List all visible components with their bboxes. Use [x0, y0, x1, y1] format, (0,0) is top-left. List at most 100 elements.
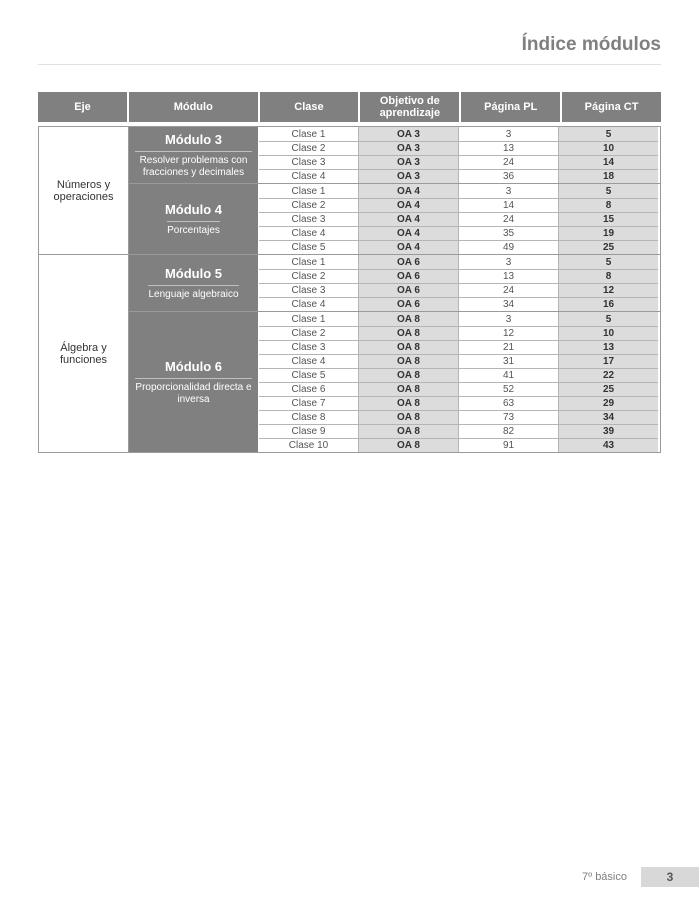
cell-pl: 14 [459, 198, 559, 212]
table-row: Clase 8OA 87334 [259, 410, 660, 424]
cell-oa: OA 4 [359, 240, 459, 254]
table-row: Clase 5OA 44925 [259, 240, 660, 254]
module-subtitle: Resolver problemas con fracciones y deci… [135, 151, 252, 179]
cell-clase: Clase 3 [259, 283, 359, 297]
cell-ct: 8 [559, 198, 658, 212]
module-subtitle: Porcentajes [167, 221, 220, 237]
table-row: Clase 3OA 42415 [259, 212, 660, 226]
class-rows: Clase 1OA 435Clase 2OA 4148Clase 3OA 424… [259, 184, 660, 254]
cell-clase: Clase 2 [259, 141, 359, 155]
cell-oa: OA 4 [359, 184, 459, 198]
cell-oa: OA 8 [359, 438, 459, 452]
table-row: Clase 4OA 63416 [259, 297, 660, 311]
cell-oa: OA 8 [359, 354, 459, 368]
table-row: Clase 10OA 89143 [259, 438, 660, 452]
cell-pl: 31 [459, 354, 559, 368]
cell-ct: 8 [559, 269, 658, 283]
cell-ct: 5 [559, 312, 658, 326]
cell-clase: Clase 2 [259, 326, 359, 340]
cell-oa: OA 8 [359, 340, 459, 354]
module-cell: Módulo 3Resolver problemas con fraccione… [129, 127, 259, 183]
page-footer: 7º básico 3 [582, 867, 699, 887]
cell-pl: 63 [459, 396, 559, 410]
class-rows: Clase 1OA 835Clase 2OA 81210Clase 3OA 82… [259, 312, 660, 452]
cell-ct: 13 [559, 340, 658, 354]
cell-oa: OA 3 [359, 127, 459, 141]
cell-pl: 82 [459, 424, 559, 438]
cell-ct: 22 [559, 368, 658, 382]
cell-pl: 13 [459, 269, 559, 283]
cell-clase: Clase 3 [259, 212, 359, 226]
table-row: Clase 1OA 335 [259, 127, 660, 141]
table-row: Clase 1OA 635 [259, 255, 660, 269]
cell-clase: Clase 1 [259, 184, 359, 198]
cell-oa: OA 8 [359, 326, 459, 340]
cell-oa: OA 3 [359, 141, 459, 155]
table-row: Clase 3OA 32414 [259, 155, 660, 169]
cell-clase: Clase 3 [259, 155, 359, 169]
cell-oa: OA 3 [359, 155, 459, 169]
cell-oa: OA 6 [359, 297, 459, 311]
cell-pl: 12 [459, 326, 559, 340]
module-row: Módulo 6Proporcionalidad directa e inver… [129, 311, 660, 452]
cell-ct: 14 [559, 155, 658, 169]
th-pl: Página PL [461, 92, 560, 122]
cell-ct: 16 [559, 297, 658, 311]
cell-oa: OA 6 [359, 283, 459, 297]
eje-block: Álgebra y funcionesMódulo 5Lenguaje alge… [38, 255, 661, 453]
cell-oa: OA 8 [359, 424, 459, 438]
footer-grade: 7º básico [582, 871, 641, 883]
cell-pl: 3 [459, 312, 559, 326]
cell-pl: 24 [459, 283, 559, 297]
cell-clase: Clase 1 [259, 255, 359, 269]
cell-ct: 19 [559, 226, 658, 240]
table-row: Clase 4OA 43519 [259, 226, 660, 240]
cell-clase: Clase 10 [259, 438, 359, 452]
cell-pl: 24 [459, 212, 559, 226]
cell-clase: Clase 2 [259, 198, 359, 212]
cell-oa: OA 4 [359, 226, 459, 240]
cell-clase: Clase 7 [259, 396, 359, 410]
cell-ct: 15 [559, 212, 658, 226]
cell-oa: OA 8 [359, 368, 459, 382]
table-row: Clase 2OA 6138 [259, 269, 660, 283]
eje-label: Números y operaciones [39, 127, 129, 254]
th-oa: Objetivo de aprendizaje [360, 92, 459, 122]
cell-clase: Clase 1 [259, 127, 359, 141]
table-row: Clase 4OA 33618 [259, 169, 660, 183]
cell-ct: 10 [559, 326, 658, 340]
cell-ct: 17 [559, 354, 658, 368]
cell-oa: OA 8 [359, 382, 459, 396]
table-row: Clase 3OA 62412 [259, 283, 660, 297]
th-ct: Página CT [562, 92, 661, 122]
cell-ct: 18 [559, 169, 658, 183]
table-row: Clase 7OA 86329 [259, 396, 660, 410]
cell-clase: Clase 9 [259, 424, 359, 438]
th-clase: Clase [260, 92, 359, 122]
cell-ct: 10 [559, 141, 658, 155]
table-row: Clase 3OA 82113 [259, 340, 660, 354]
cell-ct: 25 [559, 382, 658, 396]
eje-label: Álgebra y funciones [39, 255, 129, 452]
cell-ct: 29 [559, 396, 658, 410]
module-row: Módulo 4PorcentajesClase 1OA 435Clase 2O… [129, 183, 660, 254]
cell-pl: 41 [459, 368, 559, 382]
module-title: Módulo 4 [165, 202, 222, 217]
cell-ct: 5 [559, 127, 658, 141]
cell-clase: Clase 4 [259, 297, 359, 311]
cell-ct: 34 [559, 410, 658, 424]
cell-clase: Clase 4 [259, 226, 359, 240]
cell-pl: 24 [459, 155, 559, 169]
cell-clase: Clase 3 [259, 340, 359, 354]
cell-clase: Clase 5 [259, 240, 359, 254]
class-rows: Clase 1OA 635Clase 2OA 6138Clase 3OA 624… [259, 255, 660, 311]
cell-ct: 5 [559, 184, 658, 198]
module-title: Módulo 5 [165, 266, 222, 281]
cell-clase: Clase 1 [259, 312, 359, 326]
cell-oa: OA 4 [359, 198, 459, 212]
cell-oa: OA 4 [359, 212, 459, 226]
table-header: Eje Módulo Clase Objetivo de aprendizaje… [38, 92, 661, 122]
cell-clase: Clase 6 [259, 382, 359, 396]
cell-pl: 49 [459, 240, 559, 254]
cell-oa: OA 3 [359, 169, 459, 183]
